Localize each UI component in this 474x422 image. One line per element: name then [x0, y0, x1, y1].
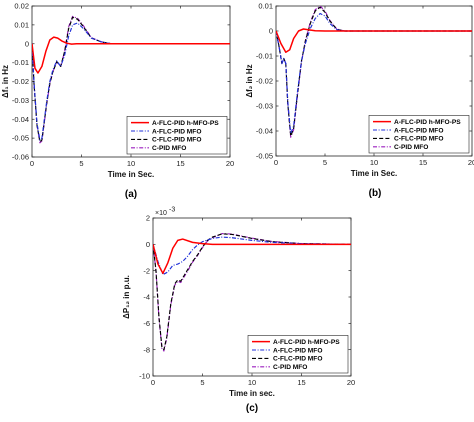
- y-tick-label: 0.01: [258, 2, 273, 11]
- x-tick-label: 5: [200, 378, 204, 387]
- x-axis-label: Time in Sec.: [108, 170, 155, 179]
- x-tick-label: 10: [248, 378, 256, 387]
- legend-entry: A-FLC-PID h-MFO-PS: [273, 339, 340, 346]
- legend-entry: C-FLC-PID MFO: [273, 356, 322, 363]
- series-line: [153, 238, 351, 275]
- panel-caption: (b): [369, 188, 382, 199]
- y-tick-label: 0: [269, 27, 273, 36]
- legend-entry: A-FLC-PID h-MFO-PS: [394, 119, 461, 126]
- chart-panel-c: 0 5 10 15 20 -10 -8 -6 -4 -2 0 2 ×10 -3 Time in sec. ΔP…: [122, 207, 355, 415]
- series-line: [153, 232, 351, 352]
- series-line: [32, 36, 230, 74]
- x-tick-label: 0: [151, 378, 155, 387]
- panel-caption: (c): [246, 403, 258, 414]
- x-tick-label: 10: [127, 159, 135, 168]
- x-tick-label: 5: [79, 159, 83, 168]
- y-tick-label: -8: [143, 345, 150, 354]
- series-line: [276, 28, 472, 53]
- legend-entry: C-PID MFO: [273, 364, 307, 371]
- legend-entry: C-FLC-PID MFO: [152, 137, 201, 144]
- y-tick-label: 0.02: [14, 2, 29, 11]
- legend: A-FLC-PID h-MFO-PSA-FLC-PID MFO C-FLC-PID…: [368, 115, 470, 154]
- y-tick-label: -0.01: [256, 52, 273, 61]
- y-axis-label: ΔP₁₂ in p.u.: [122, 275, 131, 319]
- x-tick-label: 20: [226, 159, 234, 168]
- series-line: [153, 233, 351, 351]
- series-group: [153, 232, 351, 352]
- y-tick-label: -0.04: [12, 115, 29, 124]
- legend-entry: A-FLC-PID MFO: [273, 347, 322, 354]
- y-scale-multiplier: ×10: [155, 210, 167, 217]
- legend-entry: A-FLC-PID MFO: [394, 127, 443, 134]
- y-scale-exponent: -3: [169, 207, 175, 214]
- x-axis-label: Time in sec.: [229, 389, 275, 398]
- y-tick-label: -2: [143, 266, 150, 275]
- y-tick-label: 0: [25, 39, 29, 48]
- y-tick-label: -0.02: [256, 77, 273, 86]
- y-tick-label: -0.06: [12, 153, 29, 162]
- chart-panel-b: 0 5 10 15 20 -0.05 -0.04 -0.03 -0.02 -0.01 0 0.01 Ti…: [245, 2, 474, 199]
- x-tick-label: 20: [468, 158, 474, 167]
- y-tick-label: -0.02: [12, 77, 29, 86]
- y-tick-label: -0.04: [256, 127, 273, 136]
- x-tick-label: 15: [297, 378, 305, 387]
- x-tick-label: 20: [347, 378, 355, 387]
- x-tick-label: 15: [419, 158, 427, 167]
- series-line: [32, 16, 230, 143]
- y-tick-label: -0.03: [12, 96, 29, 105]
- y-tick-label: 2: [146, 214, 150, 223]
- legend-entry: A-FLC-PID MFO: [152, 128, 201, 135]
- legend-entry: C-FLC-PID MFO: [394, 136, 443, 143]
- legend: A-FLC-PID h-MFO-PSA-FLC-PID MFO C-FLC-PID…: [247, 335, 349, 374]
- x-axis-label: Time in Sec.: [351, 169, 398, 178]
- x-tick-label: 0: [30, 159, 34, 168]
- series-line: [153, 236, 351, 276]
- series-line: [276, 12, 472, 135]
- y-tick-label: -10: [139, 372, 150, 381]
- x-tick-label: 5: [323, 158, 327, 167]
- series-group: [32, 15, 230, 144]
- legend-entry: C-PID MFO: [394, 144, 428, 151]
- y-tick-label: -0.01: [12, 58, 29, 67]
- y-tick-label: 0: [146, 240, 150, 249]
- y-tick-label: 0.01: [14, 20, 29, 29]
- y-tick-label: -0.03: [256, 102, 273, 111]
- y-tick-label: -4: [143, 293, 150, 302]
- chart-panel-a: 0 5 10 15 20 -0.06 -0.05 -0.04 -0.03 -0.02 -0.01 0 0…: [1, 2, 234, 200]
- x-tick-label: 15: [176, 159, 184, 168]
- y-tick-label: -6: [143, 319, 150, 328]
- y-tick-label: -0.05: [12, 134, 29, 143]
- y-axis-label: Δf₂ in Hz: [245, 64, 254, 97]
- x-tick-label: 0: [274, 158, 278, 167]
- y-tick-label: -0.05: [256, 152, 273, 161]
- panel-caption: (a): [125, 189, 137, 200]
- legend-entry: A-FLC-PID h-MFO-PS: [152, 120, 219, 127]
- series-group: [276, 6, 472, 138]
- legend: A-FLC-PID h-MFO-PSA-FLC-PID MFO C-FLC-PID…: [126, 116, 228, 155]
- series-line: [32, 22, 230, 141]
- legend-entry: C-PID MFO: [152, 145, 186, 152]
- x-tick-label: 10: [370, 158, 378, 167]
- y-axis-label: Δf₁ in Hz: [1, 65, 10, 98]
